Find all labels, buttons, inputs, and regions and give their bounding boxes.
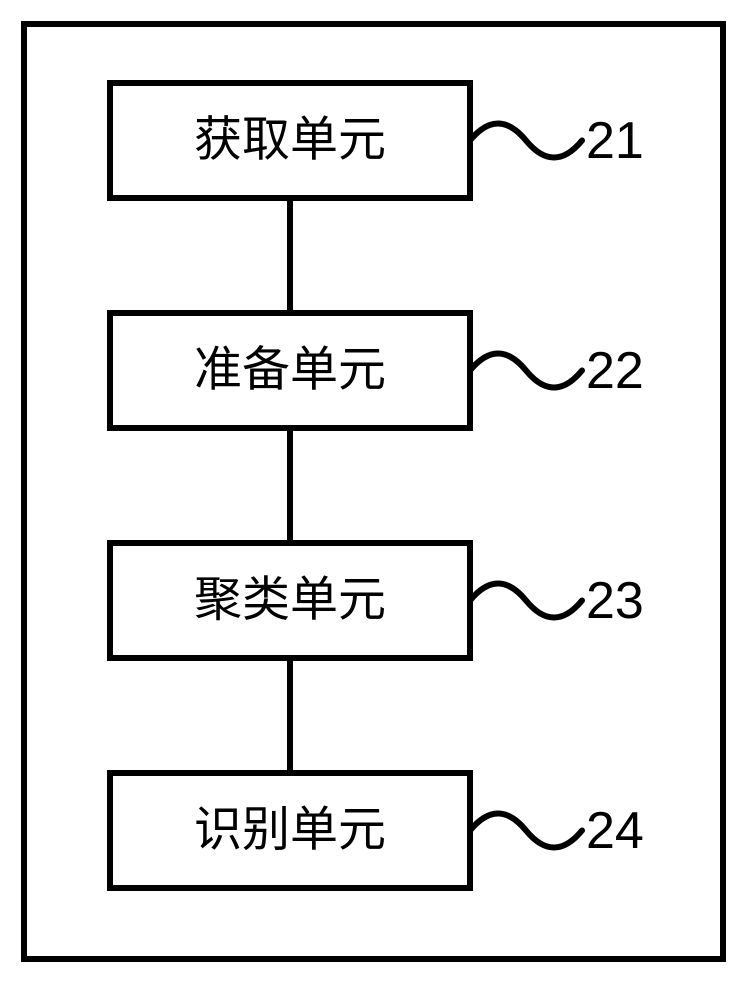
unit-label: 准备单元 <box>194 344 386 397</box>
unit-label: 识别单元 <box>194 804 386 857</box>
reference-number: 21 <box>586 112 644 170</box>
flow-diagram: 获取单元 21 准备单元 22 聚类单元 23 识别单元 24 <box>0 0 747 983</box>
reference-number: 23 <box>586 572 644 630</box>
unit-label: 聚类单元 <box>194 574 386 627</box>
reference-number: 22 <box>586 342 644 400</box>
unit-label: 获取单元 <box>194 114 386 167</box>
reference-number: 24 <box>586 802 644 860</box>
